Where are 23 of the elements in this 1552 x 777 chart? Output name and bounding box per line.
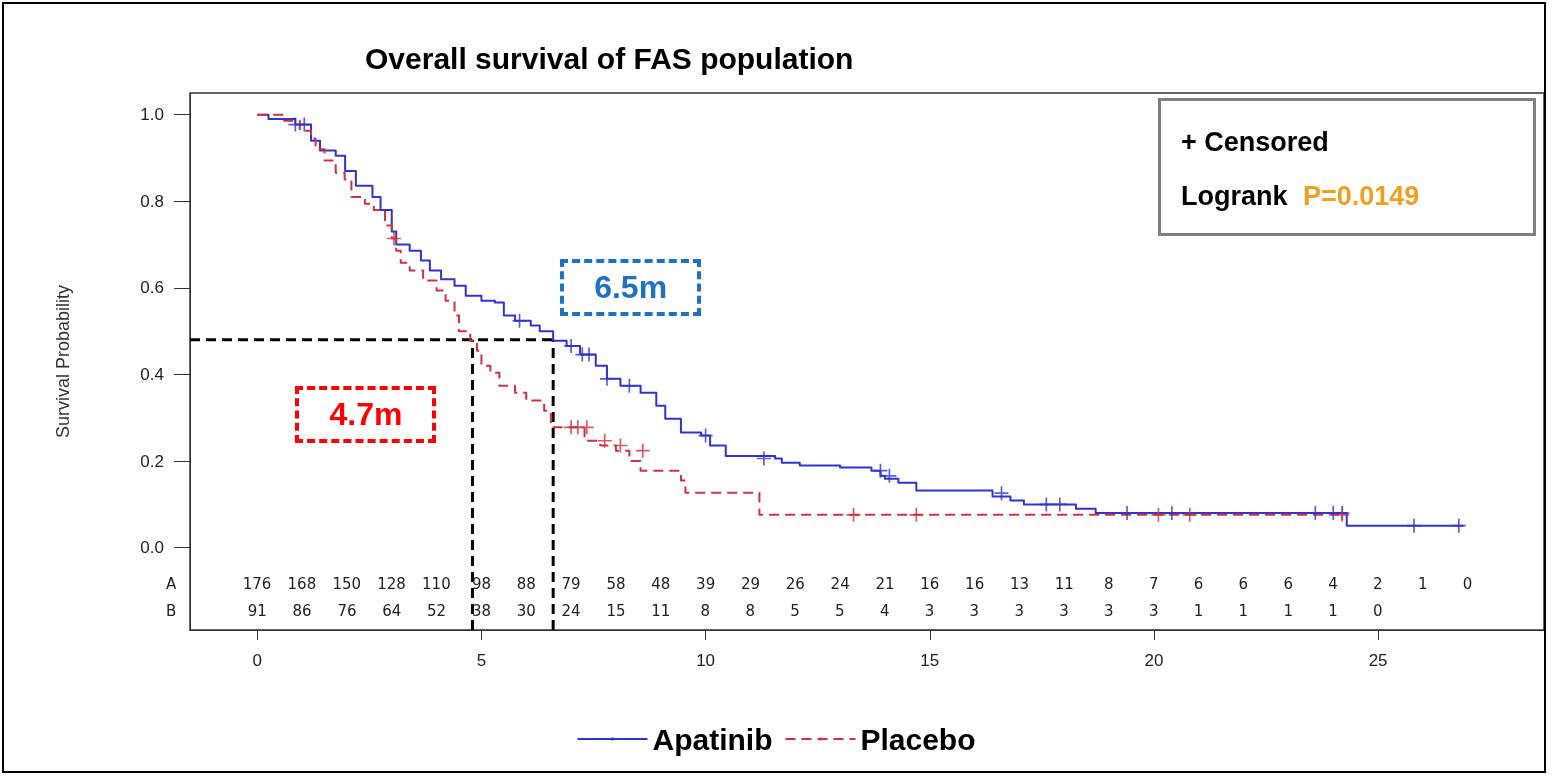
y-tick-label: 0.2 [140, 451, 164, 471]
chart-title: Overall survival of FAS population [365, 41, 854, 75]
y-tick-label: 1.0 [140, 105, 164, 125]
text: A 176 168 150 128 110 98 88 79 58 48 39 29 26 24 21 16 16 13 11 8 7 6 6 6 4 2 1 0 [166, 574, 1473, 593]
y-tick-label: 0.4 [140, 364, 164, 384]
annotation: 4.7m [295, 385, 437, 443]
legend-label: Placebo [860, 722, 976, 756]
y-tick-label: 0.8 [140, 191, 164, 211]
y-axis-title: Survival Probability [53, 284, 73, 439]
legend-label: Apatinib [652, 722, 773, 756]
annotation: + Censored [1181, 126, 1330, 159]
annotation: Logrank P=0.0149 [1181, 181, 1420, 211]
annotation: 6.5m [560, 258, 702, 316]
x-tick-label: 15 [920, 651, 940, 670]
x-tick-label: 25 [1368, 651, 1388, 670]
x-tick-label: 20 [1144, 651, 1164, 670]
x-tick-label: 5 [476, 651, 487, 670]
x-tick-label: 0 [252, 651, 262, 670]
note-box: + Censored Logrank P=0.0149 [1158, 98, 1536, 236]
x-tick-label: 10 [696, 651, 716, 670]
y-tick-label: 0.0 [140, 538, 164, 558]
y-tick-label: 0.6 [140, 278, 164, 298]
text: B 91 86 76 64 52 38 30 24 15 11 8 8 5 5 4 3 3 3 3 3 3 1 1 1 1 0 [166, 601, 1383, 620]
